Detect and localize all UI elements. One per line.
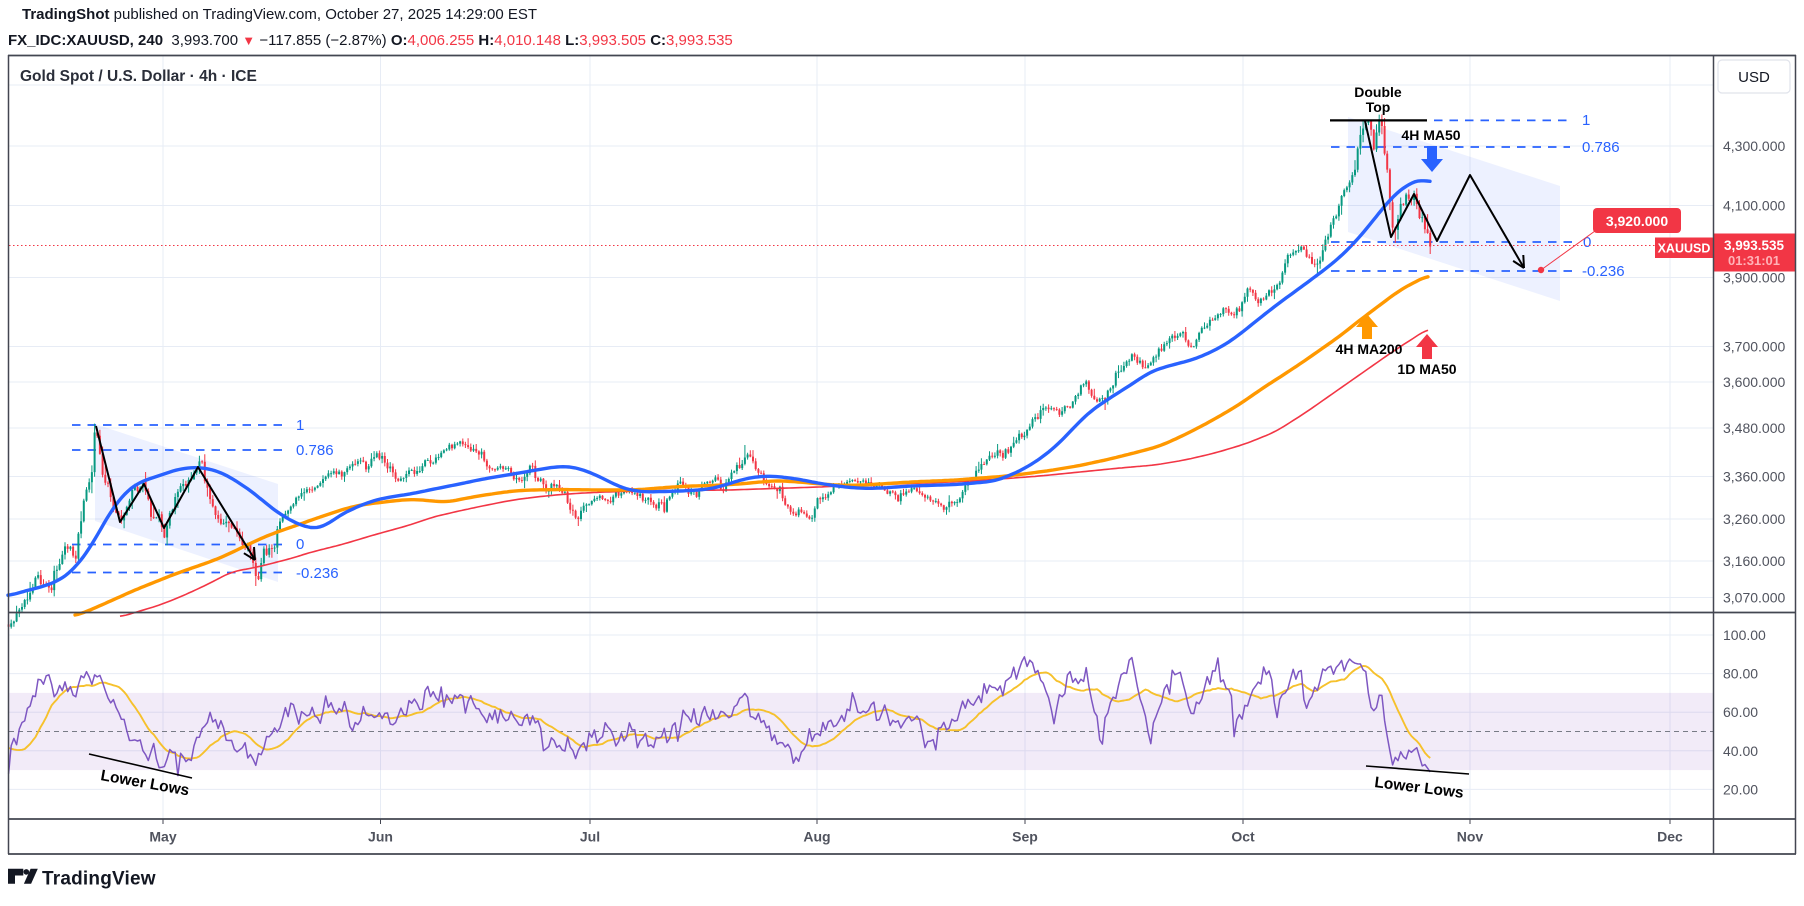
svg-text:60.00: 60.00 bbox=[1723, 704, 1758, 720]
svg-text:0.786: 0.786 bbox=[296, 442, 334, 459]
svg-text:1D MA50: 1D MA50 bbox=[1397, 361, 1456, 377]
svg-text:3,900.000: 3,900.000 bbox=[1723, 270, 1785, 286]
svg-text:3,160.000: 3,160.000 bbox=[1723, 553, 1785, 569]
svg-text:Nov: Nov bbox=[1457, 829, 1484, 845]
svg-text:3,920.000: 3,920.000 bbox=[1606, 213, 1668, 229]
svg-text:3,260.000: 3,260.000 bbox=[1723, 511, 1785, 527]
svg-text:TradingView: TradingView bbox=[42, 869, 156, 890]
svg-text:-0.236: -0.236 bbox=[296, 565, 339, 582]
svg-text:01:31:01: 01:31:01 bbox=[1728, 253, 1780, 268]
svg-text:Dec: Dec bbox=[1657, 829, 1683, 845]
svg-text:May: May bbox=[149, 829, 176, 845]
svg-text:Jul: Jul bbox=[580, 829, 600, 845]
svg-text:-0.236: -0.236 bbox=[1582, 263, 1625, 280]
svg-text:1: 1 bbox=[1582, 112, 1590, 129]
svg-text:3,480.000: 3,480.000 bbox=[1723, 420, 1785, 436]
svg-text:Gold Spot / U.S. Dollar · 4h ·: Gold Spot / U.S. Dollar · 4h · ICE bbox=[20, 68, 257, 85]
svg-text:0.786: 0.786 bbox=[1582, 139, 1620, 156]
svg-text:4H MA50: 4H MA50 bbox=[1401, 127, 1460, 143]
svg-text:Lower Lows: Lower Lows bbox=[1374, 774, 1465, 802]
svg-text:XAUUSD: XAUUSD bbox=[1658, 242, 1711, 256]
svg-text:3,993.535: 3,993.535 bbox=[1724, 238, 1785, 253]
svg-text:4H MA200: 4H MA200 bbox=[1336, 341, 1403, 357]
svg-text:20.00: 20.00 bbox=[1723, 781, 1758, 797]
svg-text:4,300.000: 4,300.000 bbox=[1723, 138, 1785, 154]
svg-text:Top: Top bbox=[1366, 99, 1391, 115]
svg-text:3,700.000: 3,700.000 bbox=[1723, 339, 1785, 355]
svg-text:Sep: Sep bbox=[1012, 829, 1038, 845]
svg-text:Jun: Jun bbox=[368, 829, 393, 845]
svg-text:3,070.000: 3,070.000 bbox=[1723, 590, 1785, 606]
svg-text:0: 0 bbox=[296, 536, 304, 553]
svg-text:Double: Double bbox=[1354, 84, 1402, 100]
svg-text:1: 1 bbox=[296, 417, 304, 434]
svg-text:Oct: Oct bbox=[1231, 829, 1255, 845]
svg-text:80.00: 80.00 bbox=[1723, 666, 1758, 682]
svg-text:40.00: 40.00 bbox=[1723, 743, 1758, 759]
svg-text:100.00: 100.00 bbox=[1723, 627, 1766, 643]
svg-text:4,100.000: 4,100.000 bbox=[1723, 198, 1785, 214]
svg-text:3,600.000: 3,600.000 bbox=[1723, 374, 1785, 390]
svg-text:3,360.000: 3,360.000 bbox=[1723, 469, 1785, 485]
svg-text:USD: USD bbox=[1738, 69, 1770, 86]
svg-text:Aug: Aug bbox=[803, 829, 830, 845]
svg-text:0: 0 bbox=[1583, 234, 1591, 251]
